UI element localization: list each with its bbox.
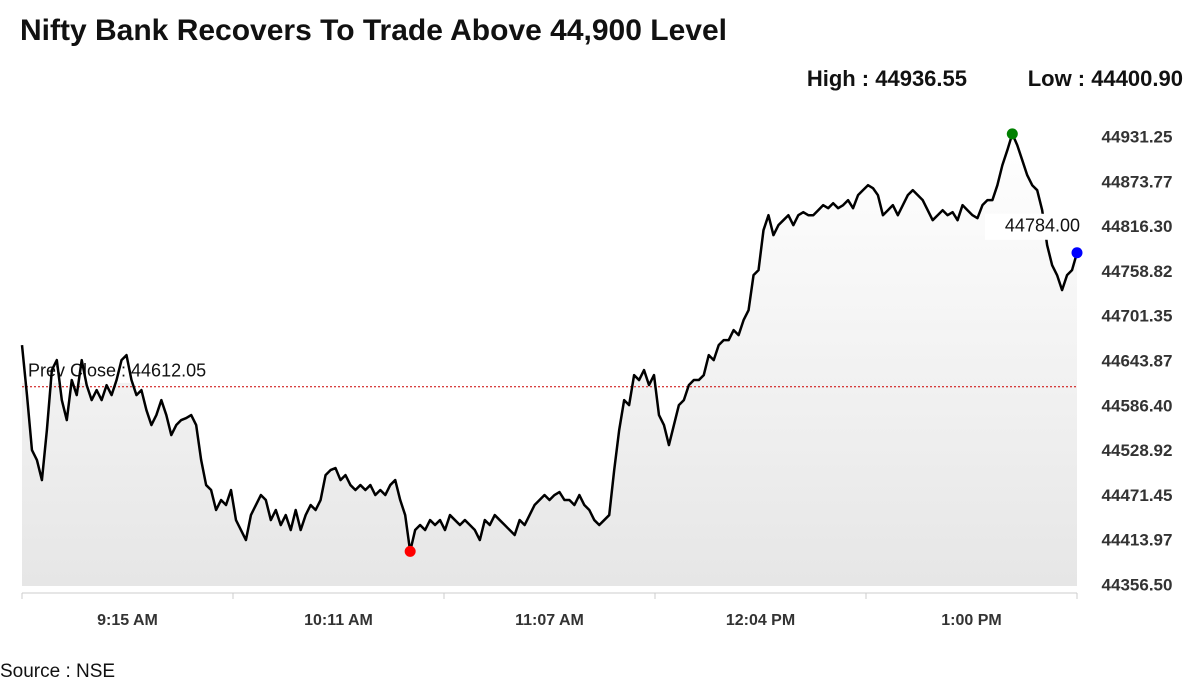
chart-title: Nifty Bank Recovers To Trade Above 44,90… bbox=[20, 14, 727, 47]
x-tick-label: 12:04 PM bbox=[726, 612, 795, 629]
last-marker bbox=[1071, 247, 1083, 259]
y-tick-label: 44931.25 bbox=[1102, 127, 1173, 146]
y-tick-label: 44413.97 bbox=[1102, 531, 1173, 550]
low-marker bbox=[404, 545, 416, 557]
low-label: Low : 44400.90 bbox=[1028, 66, 1183, 91]
last-value-label: 44784.00 bbox=[1005, 216, 1080, 236]
price-line bbox=[20, 132, 1079, 553]
y-tick-label: 44643.87 bbox=[1102, 351, 1173, 370]
y-tick-label: 44356.50 bbox=[1102, 575, 1173, 594]
prev-close-label: Prev Close : 44612.05 bbox=[28, 361, 206, 381]
area bbox=[22, 133, 1077, 586]
x-tick-label: 1:00 PM bbox=[941, 612, 1001, 629]
y-tick-label: 44701.35 bbox=[1102, 307, 1173, 326]
high-label: High : 44936.55 bbox=[807, 66, 967, 91]
x-tick-label: 10:11 AM bbox=[304, 612, 373, 629]
y-tick-label: 44816.30 bbox=[1102, 217, 1173, 236]
y-tick-label: 44758.82 bbox=[1102, 262, 1173, 281]
x-tick-label: 9:15 AM bbox=[97, 612, 158, 629]
source: Source : NSE bbox=[0, 661, 115, 682]
y-tick-label: 44873.77 bbox=[1102, 172, 1173, 191]
y-tick-label: 44586.40 bbox=[1102, 396, 1173, 415]
y-tick-label: 44528.92 bbox=[1102, 441, 1173, 460]
high-marker bbox=[1006, 128, 1018, 140]
x-tick-label: 11:07 AM bbox=[515, 612, 584, 629]
last-value-box bbox=[985, 213, 1082, 240]
y-tick-label: 44471.45 bbox=[1102, 486, 1173, 505]
